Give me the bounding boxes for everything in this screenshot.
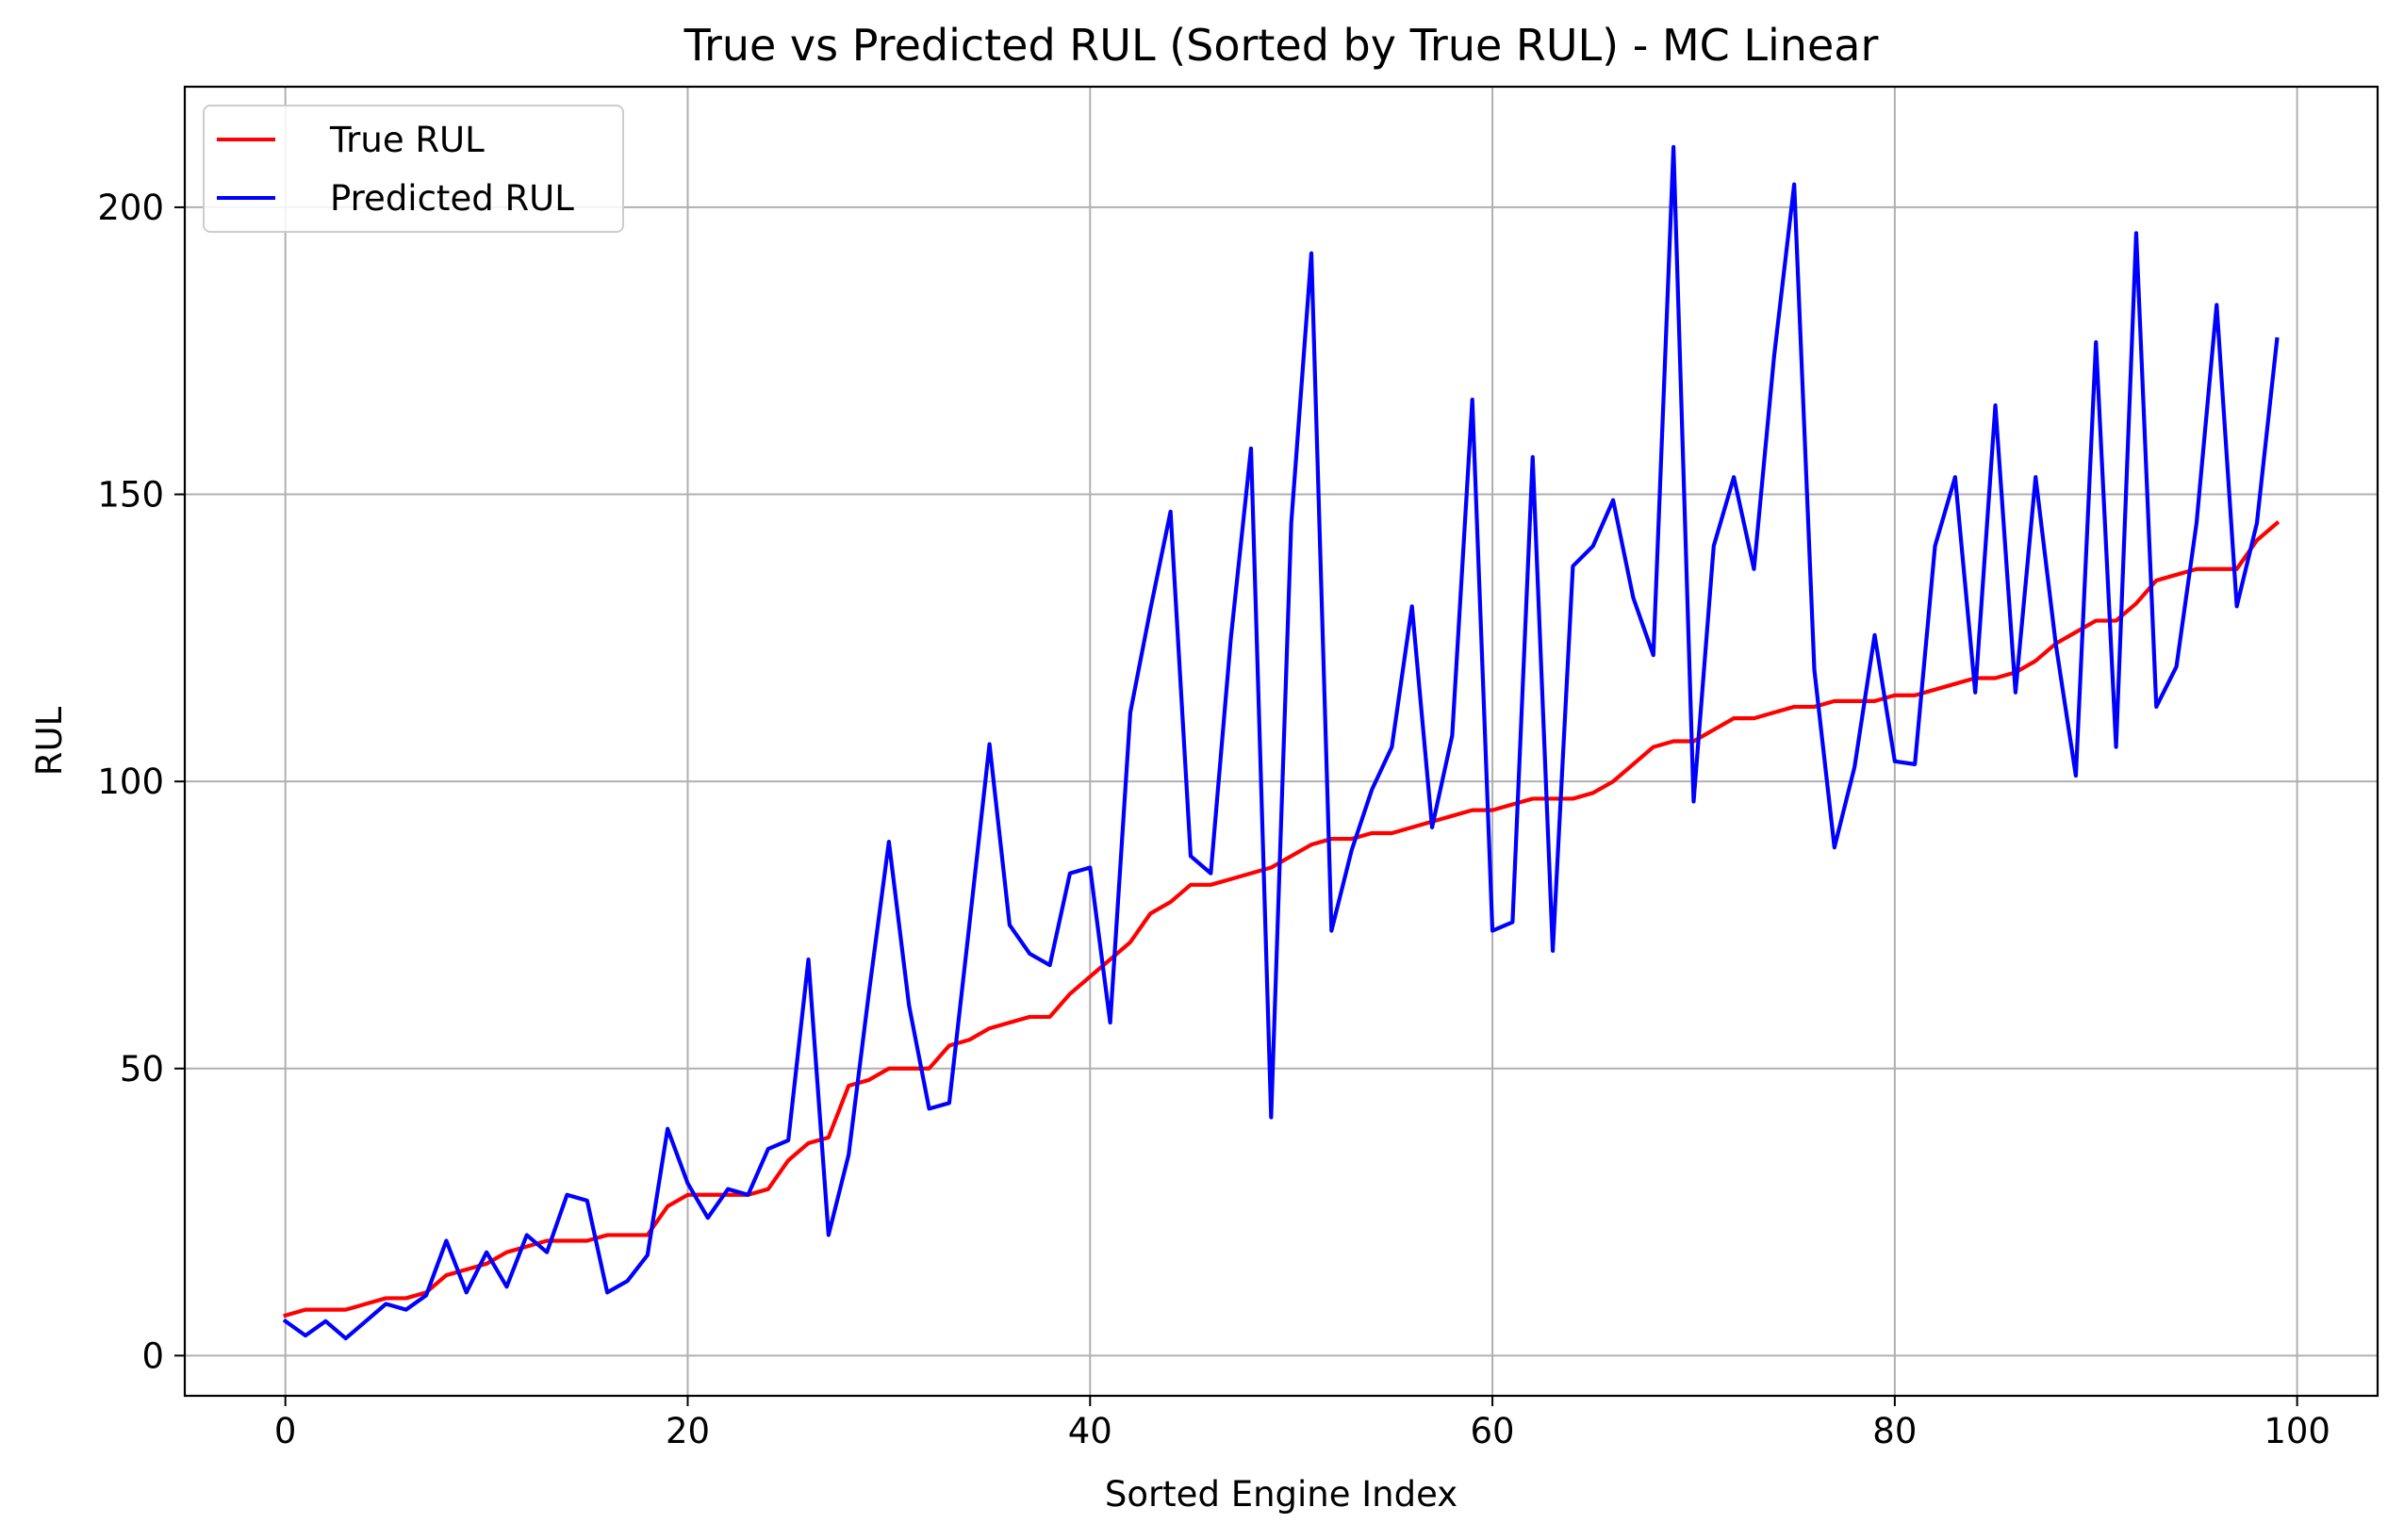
- x-tick-label: 100: [2264, 1411, 2330, 1451]
- y-tick-label: 150: [97, 475, 164, 516]
- legend-frame: [203, 105, 624, 233]
- y-tick-label: 0: [141, 1335, 164, 1376]
- y-tick-label: 200: [97, 188, 164, 228]
- x-tick-label: 40: [1068, 1411, 1112, 1451]
- x-tick-label: 20: [666, 1411, 710, 1451]
- series-layer: [282, 144, 2281, 1341]
- series-line-predicted-rul: [282, 144, 2280, 1341]
- axes-frame: [183, 85, 2379, 1398]
- legend: True RUL Predicted RUL: [203, 105, 624, 233]
- y-tick-label: 50: [120, 1049, 164, 1089]
- y-tick-label: 100: [97, 762, 164, 802]
- legend-label-predicted-rul: Predicted RUL: [330, 178, 574, 219]
- x-axis-label: Sorted Engine Index: [1105, 1474, 1457, 1515]
- legend-label-true-rul: True RUL: [329, 120, 485, 160]
- chart-title: True vs Predicted RUL (Sorted by True RU…: [683, 20, 1879, 71]
- x-tick-label: 0: [274, 1411, 297, 1451]
- x-tick-label: 60: [1471, 1411, 1515, 1451]
- ticks: 0 20 40 60 80 100 0 50 100 150 200: [97, 188, 2330, 1451]
- y-axis-label: RUL: [29, 706, 70, 776]
- x-tick-label: 80: [1872, 1411, 1917, 1451]
- grid: [185, 87, 2378, 1396]
